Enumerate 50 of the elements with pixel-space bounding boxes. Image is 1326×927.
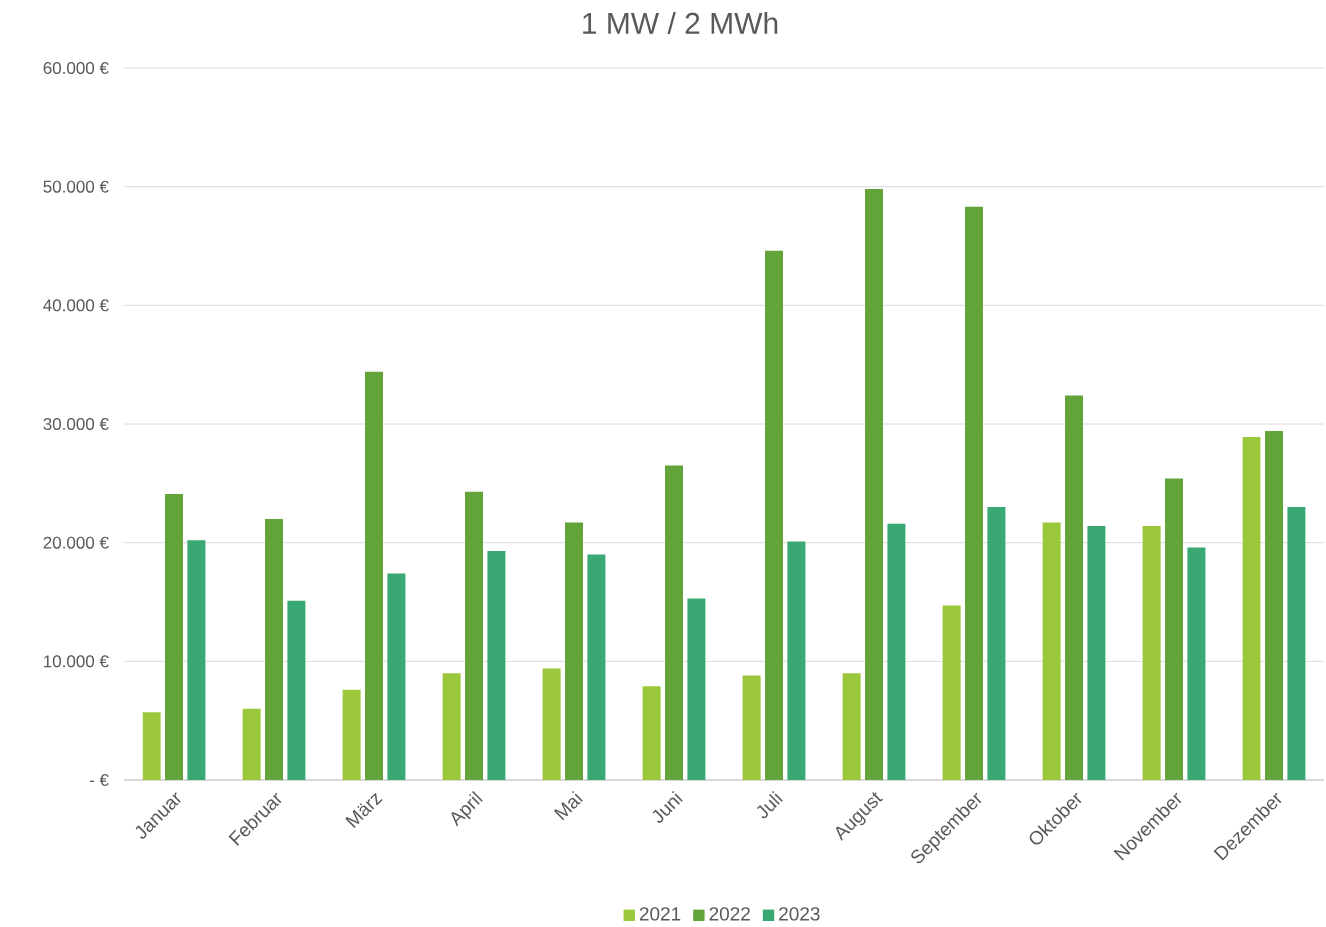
bar bbox=[842, 673, 861, 781]
bar bbox=[1042, 522, 1061, 781]
bar bbox=[665, 465, 684, 781]
bar bbox=[765, 250, 784, 781]
y-tick-label: 60.000 € bbox=[43, 62, 109, 75]
x-tick-label: Juli bbox=[757, 790, 783, 819]
bar bbox=[642, 686, 661, 781]
legend-label: 2023 bbox=[779, 907, 820, 921]
y-tick-label: - € bbox=[89, 774, 109, 787]
bar bbox=[587, 554, 606, 781]
bar bbox=[787, 541, 806, 781]
bar bbox=[687, 598, 706, 781]
bar bbox=[365, 371, 384, 781]
bar bbox=[265, 518, 284, 781]
bar bbox=[565, 522, 584, 781]
bar bbox=[387, 573, 406, 781]
bar bbox=[242, 708, 261, 781]
bar bbox=[742, 675, 761, 781]
y-tick-label: 30.000 € bbox=[43, 418, 109, 431]
x-tick-label: Juni bbox=[652, 790, 683, 823]
bar bbox=[287, 600, 306, 781]
y-tick-label: 10.000 € bbox=[44, 655, 109, 668]
bar bbox=[1187, 547, 1206, 781]
bar bbox=[487, 550, 506, 781]
y-tick-label: 20.000 € bbox=[43, 536, 109, 549]
bar bbox=[465, 491, 484, 781]
bar bbox=[1087, 526, 1106, 781]
bar bbox=[165, 494, 184, 781]
bar bbox=[887, 523, 906, 781]
x-tick-label: Mai bbox=[553, 790, 583, 821]
bar bbox=[942, 605, 961, 781]
bar bbox=[542, 668, 561, 781]
bar bbox=[142, 712, 161, 781]
bar bbox=[865, 189, 884, 781]
bar bbox=[1242, 437, 1261, 781]
legend-label: 2021 bbox=[639, 907, 681, 921]
bar bbox=[1165, 478, 1184, 781]
bar bbox=[1065, 395, 1084, 781]
bar bbox=[965, 206, 984, 781]
legend-label: 2022 bbox=[709, 907, 750, 921]
bar bbox=[342, 689, 361, 781]
y-tick-label: 50.000 € bbox=[43, 180, 109, 193]
bar bbox=[987, 507, 1006, 781]
bar bbox=[1265, 431, 1284, 781]
bar bbox=[442, 673, 461, 781]
chart-title: 1 MW / 2 MWh bbox=[583, 11, 778, 34]
bar bbox=[1287, 507, 1306, 781]
y-tick-label: 40.000 € bbox=[43, 299, 109, 312]
bar bbox=[187, 540, 206, 781]
bar bbox=[1142, 526, 1161, 781]
